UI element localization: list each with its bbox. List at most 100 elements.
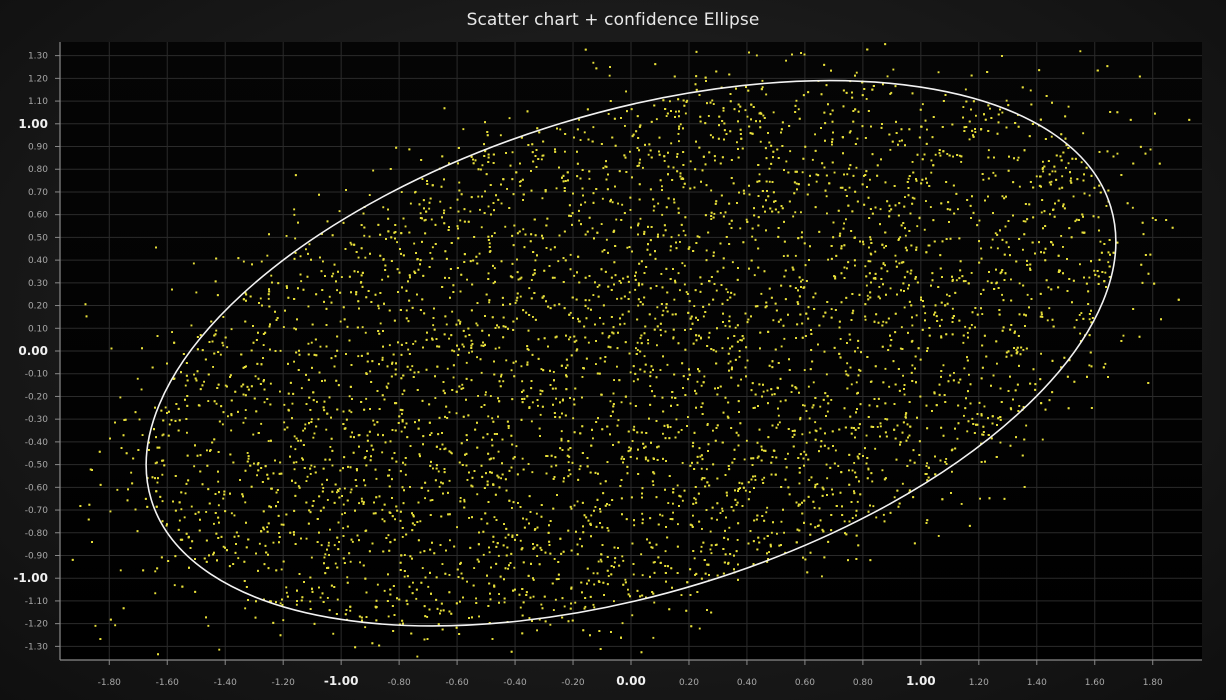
scatter-point bbox=[582, 525, 584, 528]
scatter-point bbox=[230, 328, 233, 331]
scatter-point bbox=[962, 341, 965, 344]
scatter-point bbox=[761, 79, 764, 82]
scatter-point bbox=[738, 110, 740, 113]
scatter-point bbox=[600, 223, 603, 225]
scatter-point bbox=[811, 158, 814, 161]
scatter-point bbox=[846, 173, 849, 176]
scatter-point bbox=[452, 376, 455, 379]
scatter-point bbox=[224, 336, 227, 339]
scatter-point bbox=[680, 178, 683, 180]
scatter-point bbox=[886, 75, 889, 78]
scatter-point bbox=[381, 356, 384, 359]
scatter-point bbox=[1108, 276, 1111, 278]
scatter-point bbox=[752, 407, 755, 409]
scatter-point bbox=[898, 262, 901, 265]
scatter-point bbox=[1075, 319, 1078, 321]
scatter-point bbox=[497, 450, 500, 453]
scatter-point bbox=[141, 434, 144, 436]
scatter-point bbox=[890, 91, 893, 94]
scatter-point bbox=[814, 421, 817, 424]
scatter-point bbox=[856, 346, 859, 349]
scatter-point bbox=[586, 108, 589, 111]
scatter-point bbox=[621, 513, 623, 516]
scatter-point bbox=[662, 457, 664, 460]
scatter-point bbox=[363, 501, 365, 504]
scatter-point bbox=[1003, 497, 1006, 500]
scatter-point bbox=[607, 575, 610, 577]
scatter-point bbox=[996, 247, 999, 250]
scatter-point bbox=[302, 444, 305, 446]
scatter-point bbox=[448, 277, 451, 279]
scatter-point bbox=[186, 431, 188, 434]
scatter-point bbox=[161, 500, 164, 503]
scatter-point bbox=[476, 324, 479, 327]
scatter-point bbox=[338, 541, 340, 543]
scatter-point bbox=[336, 598, 339, 601]
scatter-point bbox=[727, 337, 729, 340]
scatter-point bbox=[1082, 132, 1085, 135]
scatter-point bbox=[677, 234, 680, 237]
scatter-point bbox=[140, 388, 143, 391]
scatter-point bbox=[632, 573, 635, 576]
scatter-point bbox=[226, 385, 228, 388]
scatter-point bbox=[369, 370, 372, 373]
scatter-point bbox=[794, 254, 797, 257]
scatter-point bbox=[694, 498, 697, 501]
scatter-point bbox=[628, 446, 631, 449]
scatter-point bbox=[693, 305, 696, 307]
scatter-point bbox=[1054, 170, 1057, 173]
scatter-point bbox=[776, 532, 778, 535]
scatter-point bbox=[305, 480, 308, 482]
scatter-point bbox=[886, 270, 889, 273]
scatter-point bbox=[313, 465, 316, 468]
scatter-point bbox=[731, 261, 734, 264]
scatter-point bbox=[326, 597, 329, 599]
scatter-point bbox=[760, 445, 763, 448]
scatter-point bbox=[413, 242, 416, 245]
scatter-point bbox=[443, 212, 445, 214]
scatter-point bbox=[221, 423, 224, 426]
scatter-point bbox=[549, 248, 552, 251]
scatter-point bbox=[360, 497, 363, 500]
scatter-point bbox=[520, 365, 523, 368]
scatter-point bbox=[401, 486, 404, 489]
scatter-point bbox=[699, 290, 702, 293]
scatter-point bbox=[421, 298, 424, 301]
scatter-point bbox=[477, 395, 479, 397]
scatter-point bbox=[816, 483, 819, 485]
scatter-point bbox=[1044, 138, 1047, 140]
scatter-point bbox=[263, 401, 266, 404]
scatter-point bbox=[599, 482, 602, 485]
scatter-point bbox=[877, 295, 880, 298]
scatter-point bbox=[724, 474, 727, 476]
scatter-point bbox=[1062, 246, 1064, 248]
scatter-point bbox=[865, 434, 868, 437]
scatter-point bbox=[942, 364, 945, 367]
scatter-point bbox=[348, 395, 351, 398]
scatter-point bbox=[863, 88, 866, 90]
scatter-point bbox=[391, 362, 393, 365]
scatter-point bbox=[799, 416, 802, 419]
scatter-point bbox=[621, 622, 624, 625]
scatter-point bbox=[387, 382, 390, 385]
scatter-point bbox=[604, 356, 607, 358]
scatter-point bbox=[986, 280, 989, 283]
scatter-point bbox=[631, 614, 634, 617]
scatter-point bbox=[317, 418, 320, 421]
scatter-point bbox=[279, 349, 282, 352]
scatter-point bbox=[609, 400, 612, 403]
scatter-point bbox=[889, 93, 892, 95]
scatter-point bbox=[734, 326, 737, 329]
scatter-point bbox=[946, 293, 948, 296]
scatter-point bbox=[915, 314, 918, 317]
scatter-point bbox=[592, 603, 595, 606]
scatter-point bbox=[798, 482, 801, 485]
scatter-point bbox=[775, 426, 778, 429]
scatter-point bbox=[404, 225, 407, 228]
scatter-point bbox=[831, 493, 834, 496]
scatter-point bbox=[696, 380, 699, 383]
scatter-point bbox=[637, 304, 640, 307]
scatter-point bbox=[459, 320, 462, 323]
scatter-point bbox=[797, 303, 800, 305]
scatter-point bbox=[746, 115, 749, 118]
